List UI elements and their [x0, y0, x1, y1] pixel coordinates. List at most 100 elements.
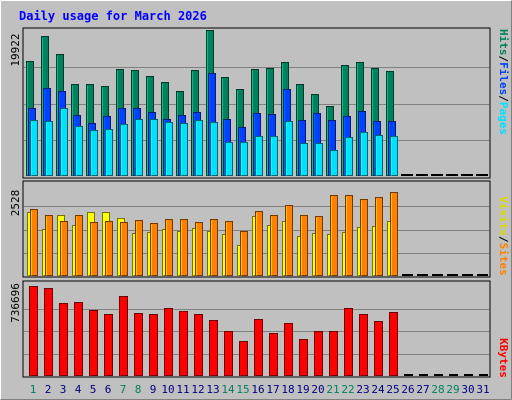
- panel-hits-files-pages: 19922: [9, 27, 491, 179]
- bar-sites-day-13: [210, 219, 218, 276]
- day-label-19: 19: [296, 383, 309, 396]
- bar-kbytes-day-14: [224, 331, 233, 376]
- bar-kbytes-day-26-empty: [404, 374, 413, 376]
- legend-sep: /: [497, 56, 510, 63]
- day-label-29: 29: [446, 383, 459, 396]
- bar-kbytes-day-25: [389, 312, 398, 376]
- day-label-7: 7: [120, 383, 127, 396]
- bar-pages-day-22: [345, 137, 353, 176]
- bar-kbytes-day-3: [59, 303, 68, 376]
- bar-pages-day-12: [195, 120, 203, 176]
- bar-kbytes-day-28-empty: [434, 374, 443, 376]
- legend-hits: Hits: [497, 29, 510, 56]
- bar-sites-day-8: [135, 220, 143, 276]
- legend-sep: /: [497, 95, 510, 102]
- day-label-26: 26: [401, 383, 414, 396]
- day-label-24: 24: [371, 383, 385, 396]
- bar-pages-day-15: [240, 142, 248, 176]
- bar-pages-day-16: [255, 136, 263, 176]
- bar-kbytes-day-27-empty: [419, 374, 428, 376]
- bar-pages-day-25: [390, 136, 398, 176]
- bar-sites-day-21: [330, 195, 338, 276]
- day-label-31: 31: [476, 383, 489, 396]
- panel-visits-sites: 2528: [9, 180, 491, 278]
- day-label-27: 27: [416, 383, 429, 396]
- day-label-9: 9: [150, 383, 157, 396]
- bar-pages-day-8: [135, 119, 143, 176]
- bar-pages-day-18: [285, 121, 293, 176]
- legend-pages: Pages: [497, 102, 510, 135]
- bar-sites-day-10: [165, 219, 173, 276]
- bar-sites-day-27-empty: [420, 274, 428, 276]
- bar-kbytes-day-21: [329, 331, 338, 376]
- day-label-17: 17: [266, 383, 279, 396]
- legend-sites: Sites: [497, 243, 510, 276]
- bar-kbytes-day-22: [344, 308, 353, 376]
- bar-pages-day-31-empty: [480, 174, 488, 176]
- bar-pages-day-29-empty: [450, 174, 458, 176]
- bar-kbytes-day-23: [359, 314, 368, 376]
- bar-pages-day-4: [75, 126, 83, 176]
- bar-kbytes-day-18: [284, 323, 293, 376]
- day-label-4: 4: [75, 383, 82, 396]
- legend-files: Files: [497, 62, 510, 95]
- day-label-2: 2: [45, 383, 52, 396]
- legend-hits-files-pages: Hits/Files/Pages: [497, 29, 510, 135]
- bar-pages-day-23: [360, 132, 368, 176]
- bar-sites-day-20: [315, 216, 323, 276]
- day-label-13: 13: [206, 383, 219, 396]
- bar-sites-day-28-empty: [435, 274, 443, 276]
- bar-pages-day-21: [330, 150, 338, 176]
- bar-pages-day-27-empty: [420, 174, 428, 176]
- y-max-label: 736696: [9, 283, 22, 323]
- bar-kbytes-day-19: [299, 339, 308, 376]
- panel-kbytes: 736696: [9, 280, 491, 378]
- bar-kbytes-day-24: [374, 321, 383, 376]
- bar-sites-day-29-empty: [450, 274, 458, 276]
- bar-kbytes-day-17: [269, 333, 278, 376]
- bar-pages-day-24: [375, 135, 383, 176]
- day-label-28: 28: [431, 383, 444, 396]
- bar-kbytes-day-31-empty: [479, 374, 488, 376]
- day-label-8: 8: [135, 383, 142, 396]
- bar-sites-day-18: [285, 205, 293, 276]
- bar-sites-day-16: [255, 211, 263, 276]
- bar-sites-day-11: [180, 219, 188, 276]
- bar-pages-day-7: [120, 124, 128, 176]
- bar-kbytes-day-13: [209, 320, 218, 376]
- bar-pages-day-20: [315, 143, 323, 176]
- bar-pages-day-9: [150, 119, 158, 176]
- bar-pages-day-5: [90, 130, 98, 176]
- bar-sites-day-17: [270, 215, 278, 276]
- bar-kbytes-day-10: [164, 308, 173, 376]
- chart-title: Daily usage for March 2026: [19, 9, 207, 23]
- legend-sep: /: [497, 236, 510, 243]
- bar-kbytes-day-6: [104, 314, 113, 376]
- bar-pages-day-3: [60, 108, 68, 176]
- bar-kbytes-day-30-empty: [464, 374, 473, 376]
- legend-visits: Visits: [497, 196, 510, 236]
- bar-pages-day-13: [210, 122, 218, 176]
- day-label-5: 5: [90, 383, 97, 396]
- bar-sites-day-12: [195, 222, 203, 276]
- legend-kbytes: KBytes: [497, 338, 510, 378]
- legend-visits-sites: Visits/Sites: [497, 196, 510, 276]
- bar-pages-day-6: [105, 129, 113, 176]
- day-label-20: 20: [311, 383, 324, 396]
- day-label-1: 1: [30, 383, 37, 396]
- bar-sites-day-26-empty: [405, 274, 413, 276]
- series-sites: [30, 192, 488, 276]
- day-label-21: 21: [326, 383, 339, 396]
- bar-kbytes-day-7: [119, 296, 128, 376]
- bar-kbytes-day-2: [44, 288, 53, 376]
- bar-sites-day-7: [120, 222, 128, 276]
- day-label-15: 15: [236, 383, 249, 396]
- bar-sites-day-31-empty: [480, 274, 488, 276]
- day-label-6: 6: [105, 383, 112, 396]
- day-label-23: 23: [356, 383, 369, 396]
- bar-kbytes-day-29-empty: [449, 374, 458, 376]
- bar-sites-day-4: [75, 215, 83, 276]
- bar-sites-day-14: [225, 221, 233, 276]
